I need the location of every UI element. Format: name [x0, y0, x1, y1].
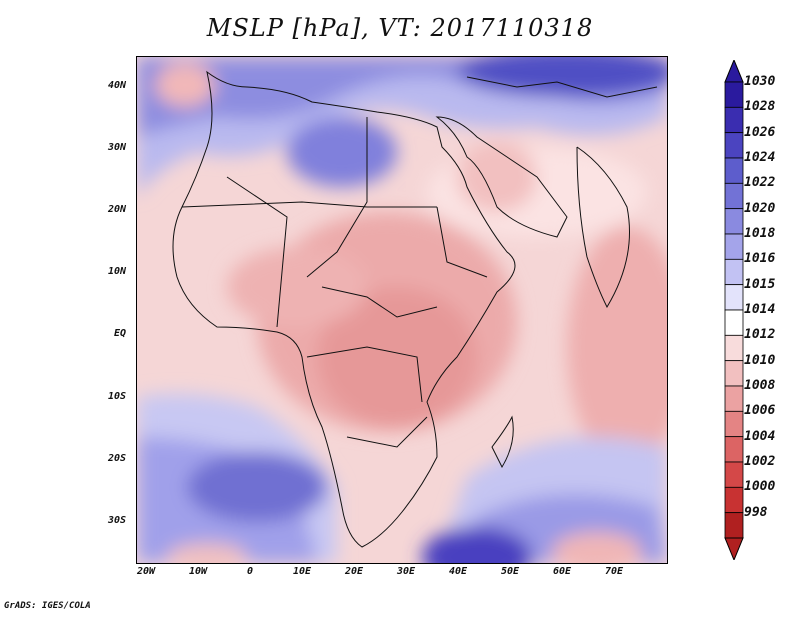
colorbar-label: 1012 [744, 327, 776, 343]
colorbar-swatch [724, 512, 744, 539]
colorbar-bottom-triangle [724, 537, 744, 560]
colorbar-swatch [724, 208, 744, 235]
colorbar-swatch [724, 436, 744, 463]
colorbar-label: 1028 [744, 99, 776, 115]
colorbar-label: 1018 [744, 226, 776, 241]
colorbar-label: 1022 [744, 175, 776, 191]
colorbar-swatch [724, 334, 744, 362]
lon-tick-60e: 60E [552, 566, 572, 577]
colorbar-swatch [724, 360, 744, 387]
lon-tick-10e: 10E [292, 566, 312, 577]
colorbar-label: 1010 [744, 352, 776, 368]
coastlines [172, 70, 658, 548]
lat-tick-10s: 10S [107, 391, 126, 402]
colorbar-swatch [724, 132, 744, 159]
lat-tick-20s: 20S [107, 453, 126, 464]
colorbar-swatch [724, 106, 744, 134]
colorbar-swatch [724, 182, 744, 210]
colorbar-label: 1020 [744, 200, 776, 216]
colorbar [724, 60, 744, 560]
colorbar-label: 1016 [744, 251, 776, 267]
lat-tick-30s: 30S [107, 515, 126, 526]
colorbar-swatch [724, 284, 744, 311]
colorbar-swatch [724, 461, 744, 488]
lon-tick-20e: 20E [344, 566, 364, 577]
lat-tick-20n: 20N [107, 204, 126, 215]
colorbar-label: 998 [744, 504, 768, 520]
colorbar-swatch [724, 385, 744, 412]
colorbar-swatch [724, 233, 744, 260]
colorbar-swatch [724, 258, 744, 286]
colorbar-swatch [724, 410, 744, 438]
colorbar-label: 1014 [744, 302, 776, 317]
colorbar-top-triangle [724, 60, 744, 83]
lat-tick-30n: 30N [107, 142, 126, 153]
colorbar-label: 1006 [744, 403, 776, 419]
lon-tick-50e: 50E [500, 566, 520, 577]
colorbar-label: 1015 [744, 276, 776, 292]
map-panel [136, 56, 668, 564]
lon-tick-30e: 30E [396, 566, 416, 577]
colorbar-swatch [724, 486, 744, 514]
lon-tick-0: 0 [246, 566, 254, 577]
lat-tick-10n: 10N [107, 266, 126, 277]
colorbar-label: 1004 [744, 428, 776, 444]
lat-tick-40n: 40N [107, 80, 126, 91]
pressure-field [137, 57, 667, 563]
colorbar-label: 1030 [744, 74, 776, 89]
colorbar-swatch [724, 309, 744, 336]
lon-tick-70e: 70E [604, 566, 624, 577]
colorbar-swatch [724, 81, 744, 108]
lon-tick-40e: 40E [448, 566, 468, 577]
colorbar-label: 1026 [744, 124, 776, 140]
lat-tick-eq: EQ [113, 328, 126, 339]
colorbar-label: 1024 [744, 150, 776, 165]
plot-title: MSLP [hPa], VT: 2017110318 [206, 14, 594, 42]
colorbar-swatch [724, 157, 744, 184]
lon-tick-10w: 10W [188, 566, 208, 577]
colorbar-label: 1002 [744, 454, 776, 469]
lon-tick-20w: 20W [136, 566, 156, 577]
colorbar-label: 1008 [744, 378, 776, 393]
colorbar-label: 1000 [744, 479, 776, 495]
footer-credit: GrADS: IGES/COLA [4, 601, 91, 611]
